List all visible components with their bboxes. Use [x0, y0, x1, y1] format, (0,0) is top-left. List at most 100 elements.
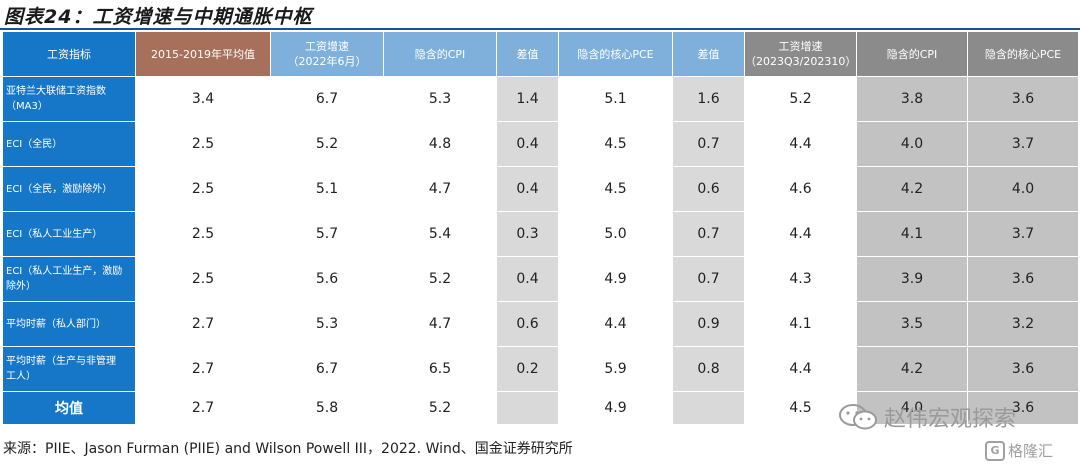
table-cell: 4.4: [558, 301, 673, 347]
table-cell: 3.6: [967, 391, 1079, 425]
table-cell: 4.4: [744, 121, 857, 167]
row-label: ECI（私人工业生产）: [2, 211, 136, 257]
wechat-icon: [839, 404, 877, 430]
table-cell: 4.0: [856, 121, 968, 167]
table-cell: 4.5: [558, 121, 673, 167]
table-cell: 4.2: [856, 166, 968, 212]
table-cell: 6.7: [270, 346, 384, 392]
table-cell: 5.2: [383, 391, 497, 425]
column-header: 工资指标: [2, 31, 136, 77]
column-header: 差值: [496, 31, 559, 77]
table-row: 亚特兰大联储工资指数 （MA3） 3.4 6.7 5.3 1.4 5.1 1.6 5.2 3.8 3…: [2, 76, 1079, 122]
header-row: 工资指标 2015-2019年平均值 工资增速 （2022年6月） 隐含的CPI 差值 隐含…: [2, 31, 1079, 77]
table-cell: 0.2: [496, 346, 559, 392]
table-row: ECI（私人工业生产） 2.5 5.7 5.4 0.3 5.0 0.7 4.4 4.1 3.7: [2, 211, 1079, 257]
table-cell: 0.6: [672, 166, 745, 212]
table-cell: 0.7: [672, 256, 745, 302]
table-cell: 2.5: [135, 211, 271, 257]
table-cell: 4.1: [856, 211, 968, 257]
table-cell: 2.7: [135, 391, 271, 425]
table-row: ECI（全民，激励除外） 2.5 5.1 4.7 0.4 4.5 0.6 4.6 4.2 4.0: [2, 166, 1079, 212]
table-cell: 6.7: [270, 76, 384, 122]
table-cell: 5.8: [270, 391, 384, 425]
table-cell: 0.4: [496, 121, 559, 167]
table-cell: 5.6: [270, 256, 384, 302]
table-cell: 2.7: [135, 301, 271, 347]
table-cell: 6.5: [383, 346, 497, 392]
table-cell: 4.8: [383, 121, 497, 167]
column-header: 2015-2019年平均值: [135, 31, 271, 77]
table-cell: 3.7: [967, 121, 1079, 167]
table-cell: 3.5: [856, 301, 968, 347]
table-cell: [672, 391, 745, 425]
table-cell: 5.9: [558, 346, 673, 392]
table-cell: 0.8: [672, 346, 745, 392]
table-cell: 4.9: [558, 256, 673, 302]
table-row: ECI（私人工业生产，激励 除外） 2.5 5.6 5.2 0.4 4.9 0.7 4.3 3.9…: [2, 256, 1079, 302]
table-cell: 3.4: [135, 76, 271, 122]
column-header: 隐含的核心PCE: [967, 31, 1079, 77]
table-cell: 3.2: [967, 301, 1079, 347]
row-label: ECI（全民，激励除外）: [2, 166, 136, 212]
table-cell: 5.1: [558, 76, 673, 122]
table-cell: 4.4: [744, 346, 857, 392]
column-header: 工资增速 （2022年6月）: [270, 31, 384, 77]
table-cell: 2.5: [135, 166, 271, 212]
table-cell: 4.5: [558, 166, 673, 212]
column-header: 隐含的CPI: [383, 31, 497, 77]
table-cell: 3.9: [856, 256, 968, 302]
table-cell: 4.6: [744, 166, 857, 212]
table-cell: 3.6: [967, 256, 1079, 302]
row-label: 亚特兰大联储工资指数 （MA3）: [2, 76, 136, 122]
chart-title: 图表24：工资增速与中期通胀中枢: [4, 6, 313, 28]
row-label: ECI（私人工业生产，激励 除外）: [2, 256, 136, 302]
table-cell: 3.6: [967, 76, 1079, 122]
table-cell: 5.3: [270, 301, 384, 347]
column-header: 工资增速 （2023Q3/202310）: [744, 31, 857, 77]
table-cell: 0.4: [496, 166, 559, 212]
watermark-brand: G 格隆汇: [985, 440, 1053, 461]
table-cell: 2.5: [135, 121, 271, 167]
watermark: 赵伟宏观探索: [838, 400, 1016, 434]
table-row: 平均时薪（私人部门） 2.7 5.3 4.7 0.6 4.4 0.9 4.1 3.5 3.2: [2, 301, 1079, 347]
table-cell: 4.7: [383, 166, 497, 212]
table-cell: 5.2: [270, 121, 384, 167]
column-header: 隐含的CPI: [856, 31, 968, 77]
table-cell: 4.1: [744, 301, 857, 347]
table-cell: 5.2: [383, 256, 497, 302]
table-row: ECI（全民） 2.5 5.2 4.8 0.4 4.5 0.7 4.4 4.0 3.7: [2, 121, 1079, 167]
title-bar: 图表24：工资增速与中期通胀中枢: [0, 0, 1080, 30]
table-cell: 0.9: [672, 301, 745, 347]
table-cell: 5.7: [270, 211, 384, 257]
table-cell: 5.4: [383, 211, 497, 257]
watermark-text: 赵伟宏观探索: [884, 407, 1017, 432]
source-note: 来源：PIIE、Jason Furman (PIIE) and Wilson P…: [3, 441, 573, 457]
table-cell: 2.5: [135, 256, 271, 302]
table-cell: 4.5: [744, 391, 857, 425]
table-cell: 4.4: [744, 211, 857, 257]
wage-inflation-table: 工资指标 2015-2019年平均值 工资增速 （2022年6月） 隐含的CPI 差值 隐含…: [2, 31, 1079, 425]
table-cell: 4.0: [967, 166, 1079, 212]
table-cell: 4.3: [744, 256, 857, 302]
table-cell: 5.1: [270, 166, 384, 212]
watermark-brand-text: 格隆汇: [1008, 442, 1054, 460]
table-cell: [496, 391, 559, 425]
average-row: 均值 2.7 5.8 5.2 4.9 4.5 4.0 3.6: [2, 391, 1079, 425]
table-cell: 0.7: [672, 211, 745, 257]
row-label: ECI（全民）: [2, 121, 136, 167]
row-label: 平均时薪（生产与非管理 工人）: [2, 346, 136, 392]
table-cell: 3.7: [967, 211, 1079, 257]
row-label: 平均时薪（私人部门）: [2, 301, 136, 347]
table-cell: 0.6: [496, 301, 559, 347]
table-cell: 4.9: [558, 391, 673, 425]
column-header: 差值: [672, 31, 745, 77]
table-cell: 1.4: [496, 76, 559, 122]
row-label: 均值: [2, 391, 136, 425]
table-cell: 0.4: [496, 256, 559, 302]
table-cell: 5.0: [558, 211, 673, 257]
brand-logo-icon: G: [985, 440, 1005, 461]
table-cell: 4.7: [383, 301, 497, 347]
table-cell: 2.7: [135, 346, 271, 392]
table-cell: 4.2: [856, 346, 968, 392]
table-cell: 3.8: [856, 76, 968, 122]
